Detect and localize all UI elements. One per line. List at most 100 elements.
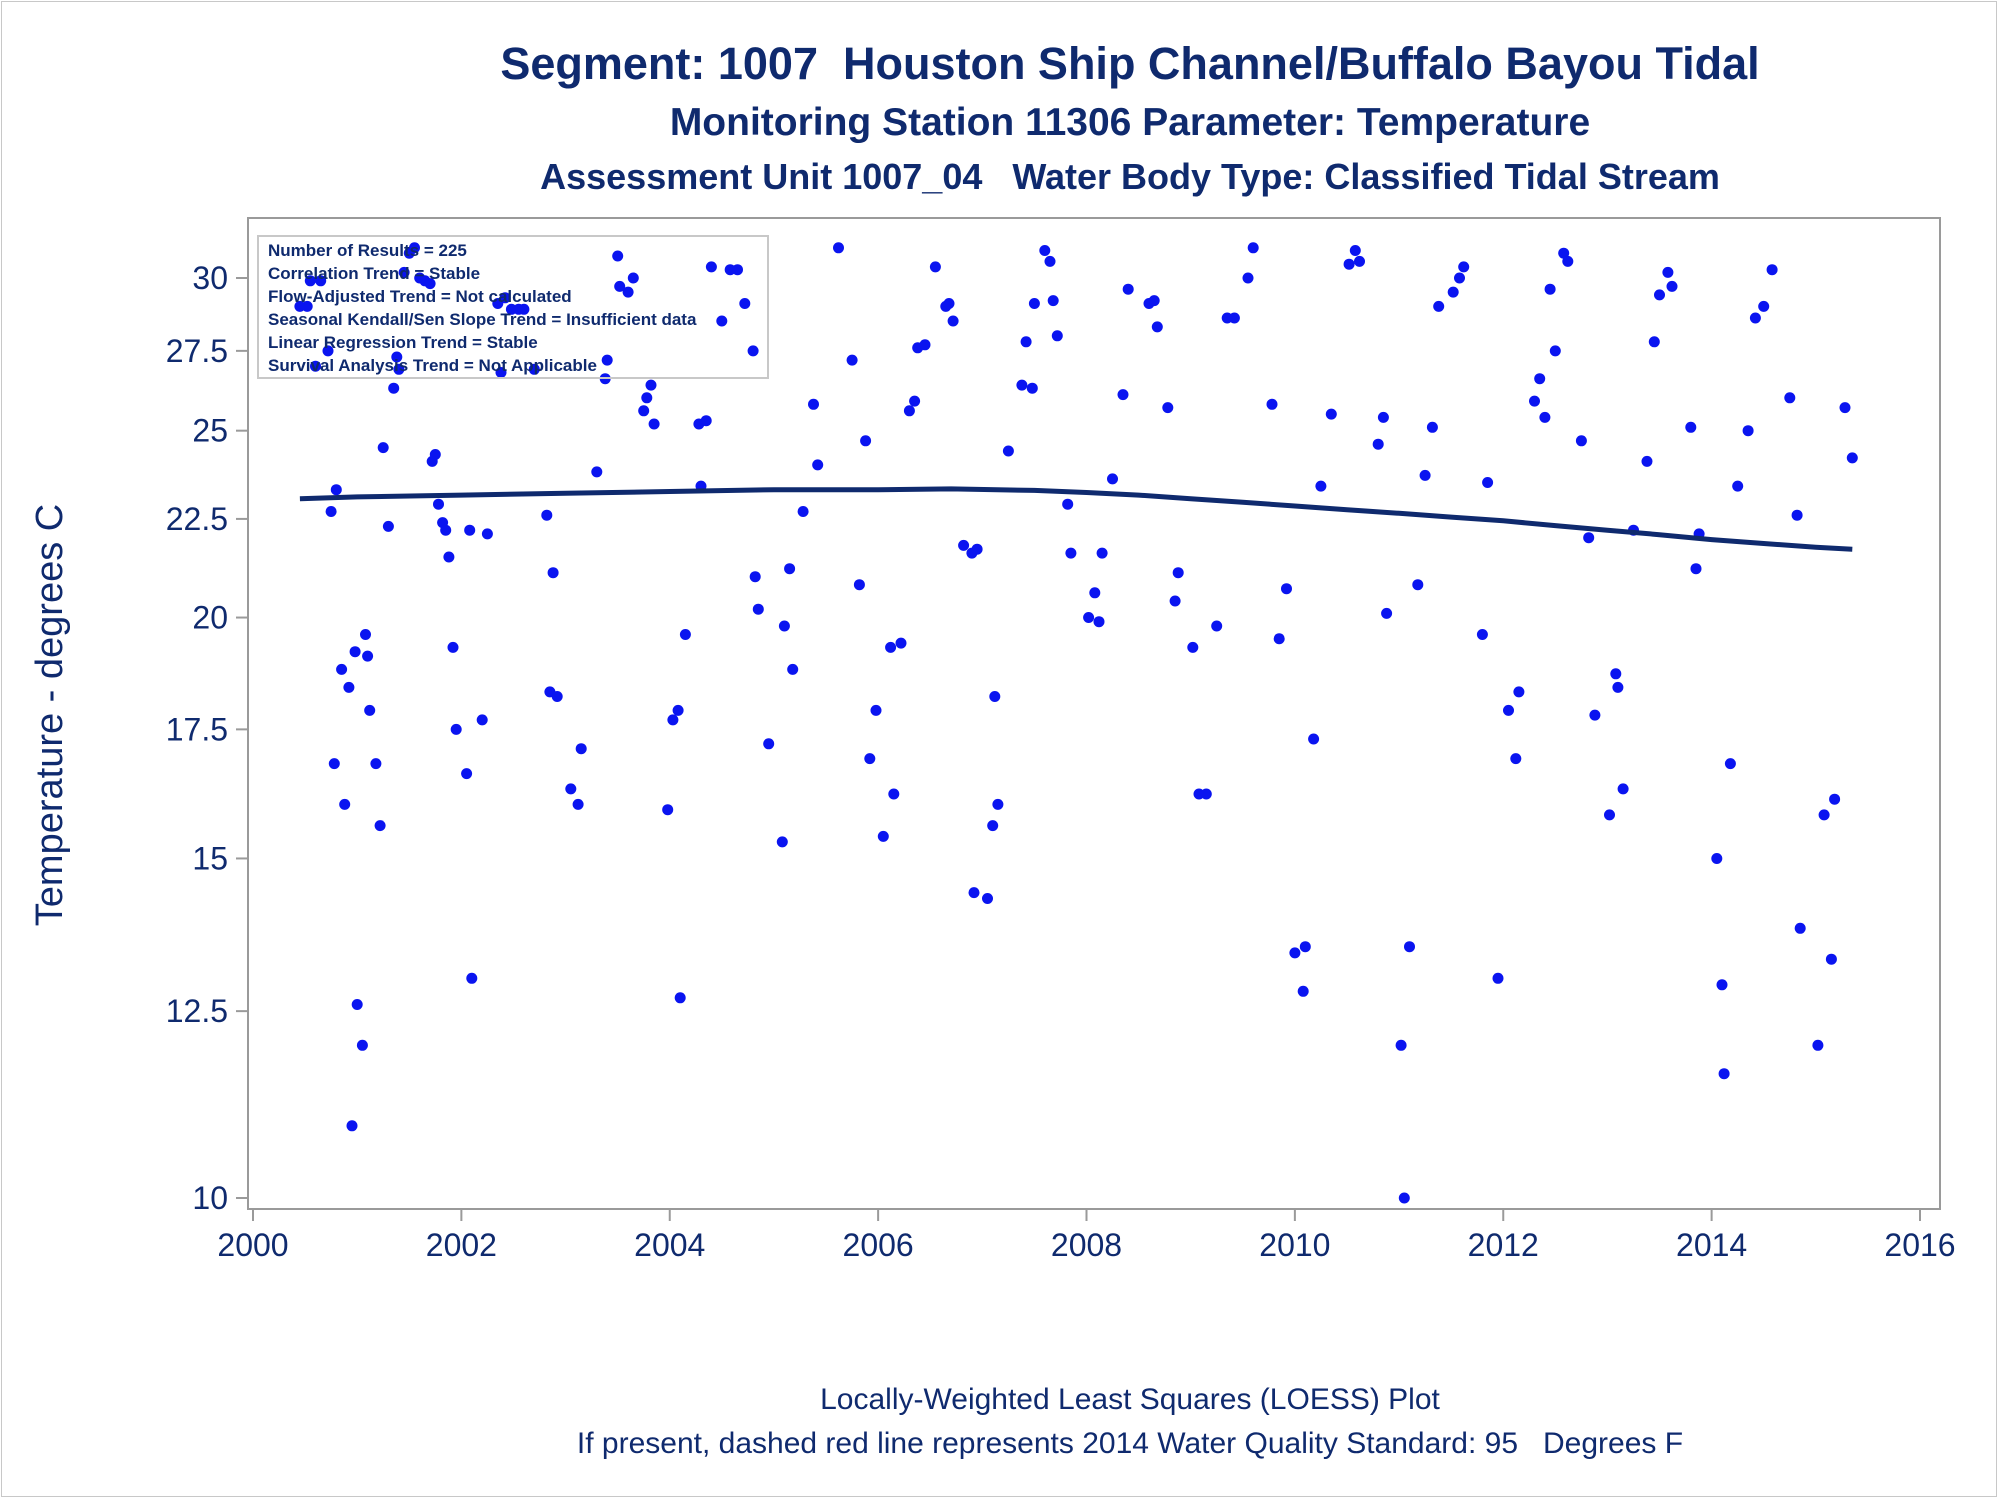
data-point — [1020, 336, 1032, 348]
data-point — [641, 392, 653, 404]
data-point — [1107, 473, 1118, 485]
data-point — [429, 449, 441, 460]
data-point — [1839, 402, 1851, 414]
data-point — [495, 367, 507, 378]
loess-curve — [299, 486, 1853, 552]
stats-line: Flow-Adjusted Trend = Not calculated — [268, 287, 572, 306]
y-tick-label: 22.5 — [166, 501, 228, 537]
data-point — [1026, 382, 1038, 394]
x-tick-label: 2010 — [1259, 1227, 1330, 1263]
data-point — [672, 704, 684, 716]
data-point — [388, 382, 400, 394]
data-point — [885, 641, 897, 653]
data-point — [362, 650, 374, 662]
data-point — [1641, 455, 1653, 467]
x-axis: 2000 2002 2004 2006 2008 2010 2012 2014 2016 — [217, 1209, 1956, 1263]
data-point — [1266, 398, 1278, 410]
x-tick-label: 2002 — [426, 1227, 497, 1263]
data-point — [1589, 709, 1601, 721]
data-point — [853, 579, 865, 591]
data-point — [1766, 264, 1778, 276]
data-point — [1818, 809, 1830, 821]
y-axis-label: Temperature - degrees C — [29, 504, 71, 926]
x-tick-label: 2012 — [1468, 1227, 1539, 1263]
data-point — [315, 275, 327, 287]
data-point — [1419, 469, 1431, 481]
data-point — [1089, 587, 1101, 599]
data-point — [716, 315, 728, 327]
data-point — [572, 798, 584, 810]
data-points — [294, 242, 1858, 1204]
data-point — [1724, 758, 1736, 770]
data-point — [752, 603, 764, 615]
data-point — [1187, 641, 1199, 653]
data-point — [1047, 295, 1059, 307]
y-tick-label: 27.5 — [166, 333, 228, 369]
data-point — [1398, 1192, 1410, 1204]
data-point — [1513, 686, 1525, 698]
y-axis: 10 12.5 15 17.5 20 22.5 25 27.5 30 — [166, 260, 248, 1216]
data-point — [1404, 941, 1415, 953]
data-point — [1162, 402, 1174, 414]
data-point — [614, 280, 626, 292]
data-point — [364, 704, 376, 716]
data-point — [846, 354, 858, 366]
data-point — [1172, 567, 1184, 579]
data-point — [1395, 1039, 1407, 1051]
data-point — [1211, 620, 1223, 632]
data-point — [1610, 668, 1622, 680]
data-point — [1758, 300, 1770, 312]
data-point — [1791, 509, 1803, 521]
data-point — [360, 629, 371, 640]
data-point — [1447, 286, 1459, 298]
data-point — [992, 798, 1004, 810]
data-point — [466, 972, 478, 984]
data-point — [1529, 395, 1540, 407]
data-point — [1534, 373, 1546, 385]
data-point — [310, 360, 321, 372]
y-tick-label: 30 — [192, 260, 228, 296]
data-point — [860, 435, 872, 447]
stats-box-border — [257, 235, 769, 379]
y-tick-label: 17.5 — [166, 711, 228, 747]
y-tick-label: 20 — [192, 600, 228, 636]
data-point — [1002, 445, 1014, 457]
data-point — [1308, 733, 1320, 745]
data-point — [1829, 793, 1841, 805]
chart-title: Segment: 1007 Houston Ship Channel/Buffa… — [500, 38, 1760, 89]
data-point — [377, 442, 389, 454]
data-point — [797, 506, 809, 517]
data-point — [370, 758, 382, 770]
data-point — [349, 646, 361, 658]
data-point — [1749, 312, 1761, 324]
data-point — [1583, 532, 1595, 544]
data-point — [1281, 583, 1292, 595]
data-point — [1825, 953, 1837, 965]
data-point — [591, 466, 603, 478]
data-point — [612, 250, 624, 262]
data-point — [346, 1120, 358, 1132]
data-point — [1558, 247, 1570, 259]
data-point — [1784, 392, 1796, 404]
stats-line: Number of Results = 225 — [268, 241, 467, 260]
data-point — [356, 1039, 368, 1051]
chart-subtitle-2: Assessment Unit 1007_04 Water Body Type:… — [540, 156, 1720, 197]
footnote-standard: If present, dashed red line represents 2… — [576, 1427, 1684, 1460]
data-point — [528, 363, 540, 375]
data-point — [662, 804, 674, 816]
y-tick-label: 10 — [192, 1180, 228, 1216]
data-point — [1716, 979, 1728, 991]
data-point — [705, 261, 717, 273]
data-point — [461, 768, 473, 780]
stats-box: Number of Results = 225 Correlation Trend… — [257, 235, 769, 379]
x-tick-label: 2006 — [843, 1227, 914, 1263]
data-point — [551, 691, 563, 702]
data-point — [499, 292, 511, 304]
chart-subtitle: Monitoring Station 11306 Parameter: Temp… — [669, 101, 1591, 144]
data-point — [1662, 266, 1674, 278]
data-point — [812, 459, 824, 471]
data-point — [1711, 853, 1723, 864]
data-point — [1122, 283, 1134, 295]
data-point — [1549, 345, 1561, 357]
